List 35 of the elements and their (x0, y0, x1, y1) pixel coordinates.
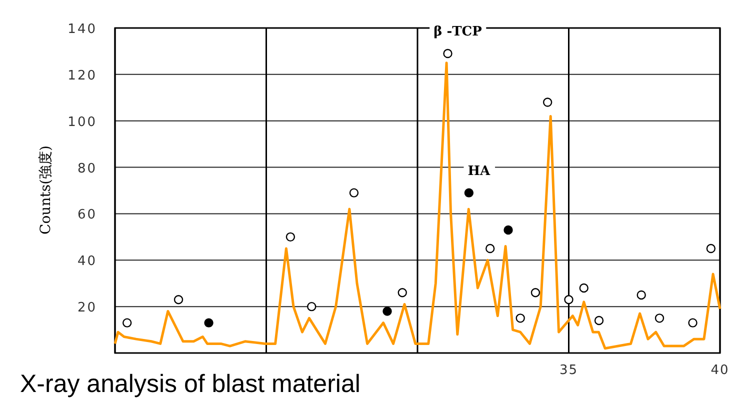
y-tick-label: 40 (77, 254, 97, 270)
point (688, 318, 698, 328)
point (579, 283, 588, 293)
point (516, 314, 525, 323)
point (542, 98, 552, 107)
y-tick-label: 120 (68, 68, 97, 84)
y-tick-label: 20 (77, 300, 97, 316)
point (122, 318, 132, 328)
point (286, 232, 296, 242)
text: X-ray analysis of blast material (20, 370, 360, 398)
point (204, 318, 214, 328)
y-tick-label: 140 (68, 22, 97, 37)
point (564, 295, 574, 304)
point (382, 306, 392, 316)
point (706, 244, 716, 254)
point (594, 316, 604, 326)
line-series (114, 62, 722, 350)
point (530, 288, 540, 298)
y-tick-label: 100 (68, 114, 97, 130)
point (636, 290, 646, 300)
point (654, 314, 664, 323)
point (443, 48, 452, 58)
y-tick-label: 80 (77, 161, 97, 176)
series-label: HA (468, 164, 492, 179)
series-label: β -TCP (434, 24, 482, 40)
x-tick-label: 35 (559, 363, 578, 378)
point (486, 244, 495, 254)
point (307, 302, 316, 312)
point (398, 288, 407, 298)
point (349, 188, 359, 198)
point (464, 188, 474, 198)
point (504, 225, 513, 235)
y-tick-label: 60 (77, 208, 97, 223)
point (174, 295, 184, 304)
y-axis-title: Counts(強度) (38, 146, 54, 234)
